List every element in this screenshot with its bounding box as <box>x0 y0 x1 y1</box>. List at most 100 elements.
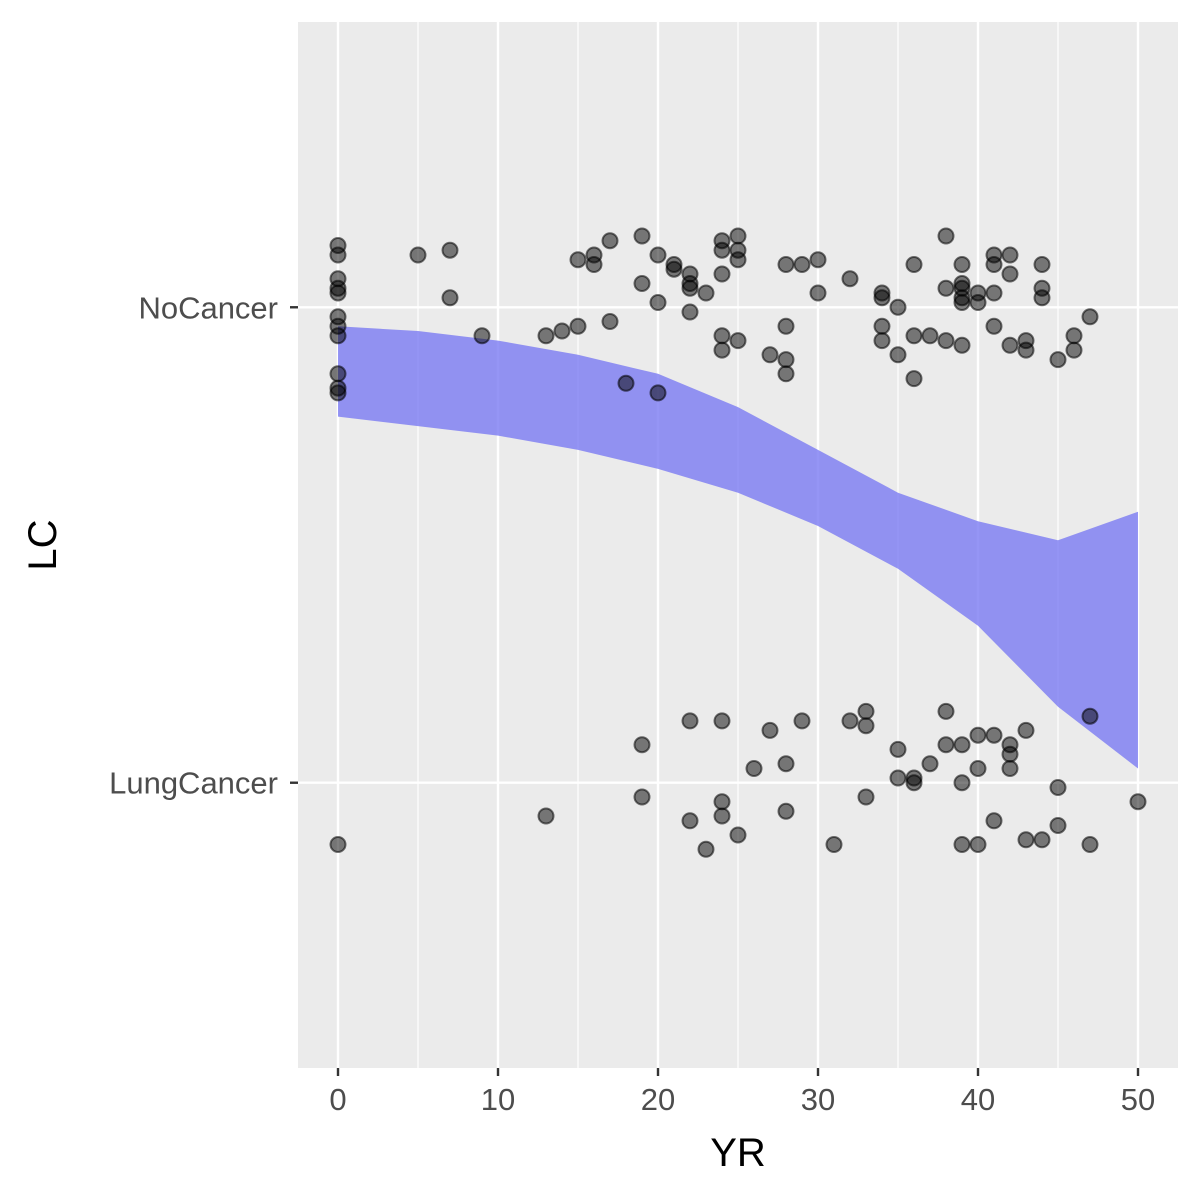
data-point <box>953 336 971 354</box>
data-point <box>873 332 891 350</box>
data-point <box>841 712 859 730</box>
data-point <box>1081 836 1099 853</box>
data-point <box>1081 308 1099 326</box>
data-point <box>937 227 955 245</box>
data-point <box>1001 745 1019 763</box>
data-point <box>777 802 795 820</box>
data-point <box>937 736 955 754</box>
data-point <box>953 836 971 853</box>
x-tick-label: 30 <box>801 1082 835 1117</box>
data-point <box>729 227 747 245</box>
data-point <box>777 755 795 773</box>
data-point <box>905 774 923 792</box>
data-point <box>697 840 715 858</box>
data-point <box>697 284 715 302</box>
data-point <box>1017 341 1035 359</box>
data-point <box>633 275 651 292</box>
data-point <box>1065 341 1083 359</box>
data-point <box>1001 265 1019 283</box>
data-point <box>857 717 875 735</box>
data-point <box>793 256 811 273</box>
data-point <box>969 294 987 311</box>
data-point <box>953 736 971 754</box>
data-point <box>681 812 699 830</box>
x-tick-label: 0 <box>329 1082 346 1117</box>
data-point <box>713 341 731 359</box>
data-point <box>1049 351 1067 369</box>
data-point <box>857 702 875 720</box>
data-point <box>1129 793 1147 811</box>
data-point <box>681 279 699 297</box>
data-point <box>537 807 555 825</box>
data-point <box>1081 707 1099 725</box>
data-point <box>617 374 635 392</box>
data-point <box>601 313 619 330</box>
data-point <box>569 317 587 335</box>
data-point <box>649 384 667 402</box>
data-point <box>713 807 731 825</box>
data-point <box>1065 327 1083 345</box>
points-layer <box>329 227 1147 858</box>
confidence-band <box>338 326 1138 769</box>
data-point <box>649 294 667 311</box>
data-point <box>873 289 891 307</box>
y-axis-title: LC <box>21 519 65 570</box>
data-point <box>633 736 651 754</box>
data-point <box>729 826 747 844</box>
data-point <box>681 712 699 730</box>
data-point <box>713 793 731 811</box>
x-tick-label: 20 <box>641 1082 675 1117</box>
data-point <box>1001 246 1019 264</box>
data-point <box>985 317 1003 335</box>
data-point <box>553 322 571 340</box>
data-point <box>953 774 971 792</box>
data-point <box>953 256 971 273</box>
data-point <box>761 721 779 739</box>
data-point <box>937 702 955 720</box>
data-point <box>905 256 923 273</box>
data-point <box>889 346 907 364</box>
data-point <box>969 760 987 777</box>
data-point <box>937 332 955 350</box>
data-point <box>329 836 347 853</box>
data-point <box>569 251 587 269</box>
data-point <box>777 256 795 273</box>
data-point <box>777 317 795 335</box>
x-tick-label: 50 <box>1121 1082 1155 1117</box>
data-point <box>1049 779 1067 796</box>
data-point <box>1001 760 1019 777</box>
data-point <box>857 788 875 806</box>
data-point <box>329 284 347 302</box>
data-point <box>921 327 939 345</box>
data-point <box>809 284 827 302</box>
data-point <box>985 284 1003 302</box>
data-point <box>761 346 779 364</box>
data-point <box>713 327 731 345</box>
data-point <box>329 246 347 264</box>
data-point <box>985 726 1003 744</box>
data-point <box>905 327 923 345</box>
data-point <box>729 251 747 269</box>
data-point <box>1033 831 1051 849</box>
x-axis-title: YR <box>710 1131 766 1175</box>
confidence-band-layer <box>338 326 1138 769</box>
data-point <box>889 769 907 787</box>
data-point <box>601 232 619 250</box>
data-point <box>905 370 923 388</box>
data-point <box>889 298 907 316</box>
data-point <box>825 836 843 853</box>
data-point <box>633 227 651 245</box>
data-point <box>681 303 699 321</box>
data-point <box>665 260 683 278</box>
x-axis: 0 10 20 30 40 50 <box>329 1068 1155 1117</box>
data-point <box>585 256 603 273</box>
data-point <box>809 251 827 269</box>
data-point <box>713 712 731 730</box>
data-point <box>953 294 971 311</box>
data-point <box>1017 721 1035 739</box>
y-tick-label: LungCancer <box>109 766 278 801</box>
data-point <box>777 365 795 383</box>
data-point <box>873 317 891 335</box>
data-point <box>1049 817 1067 834</box>
